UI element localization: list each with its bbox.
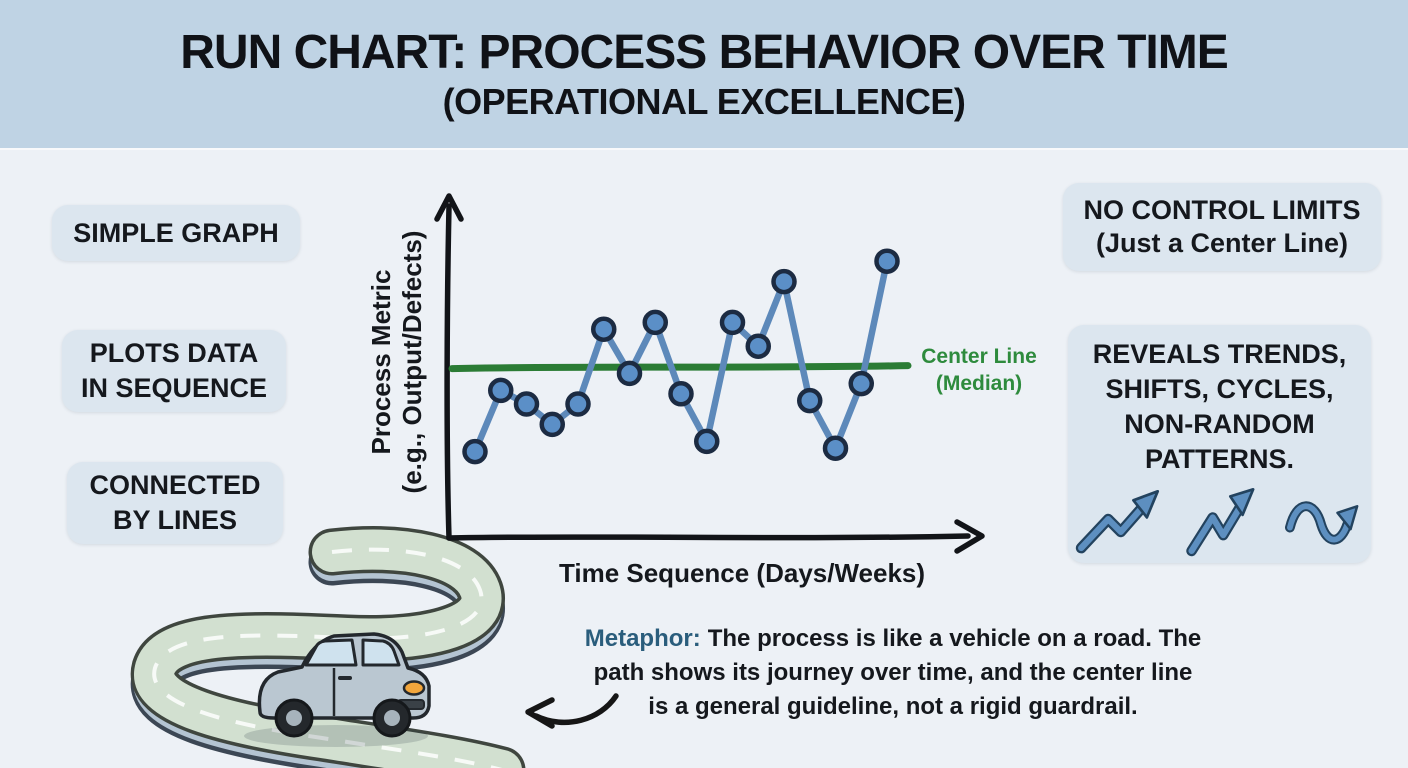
rising-zigzag-arrow-icon (1185, 488, 1254, 557)
x-axis (446, 519, 985, 554)
callout-label: REVEALS TRENDS, SHIFTS, CYCLES, NON-RAND… (1092, 339, 1347, 474)
car-illustration (244, 632, 431, 747)
callout-no-control-limits: NO CONTROL LIMITS (Just a Center Line) (1063, 183, 1381, 271)
data-point (513, 391, 540, 417)
data-point (591, 316, 617, 342)
metaphor-line: is a general guideline, not a rigid guar… (648, 693, 1138, 720)
data-point (874, 248, 900, 274)
y-axis-label: Process Metric (e.g., Output/Defects) (366, 230, 427, 494)
callout-reveals-patterns: REVEALS TRENDS, SHIFTS, CYCLES, NON-RAND… (1068, 325, 1371, 563)
callout-label: PLOTS DATA IN SEQUENCE (80, 338, 268, 403)
data-point (539, 411, 565, 438)
winding-road-illustration (130, 526, 526, 768)
wave-arrow-icon (1284, 501, 1358, 545)
page-title: RUN CHART: PROCESS BEHAVIOR OVER TIME (180, 26, 1229, 79)
callout-label: NO CONTROL LIMITS (Just a Center Line) (1083, 195, 1361, 258)
data-point (719, 309, 746, 336)
center-line-path (448, 362, 912, 373)
center-line (448, 362, 912, 373)
data-point (771, 268, 797, 295)
page-subtitle: (OPERATIONAL EXCELLENCE) (442, 81, 966, 122)
data-point (745, 333, 771, 359)
data-series (462, 248, 900, 465)
y-axis (434, 193, 464, 541)
title-banner: RUN CHART: PROCESS BEHAVIOR OVER TIME (O… (0, 0, 1408, 148)
trend-icons-row (1073, 485, 1367, 557)
data-point (462, 438, 488, 465)
road-dashes (152, 547, 503, 768)
data-point (848, 370, 874, 397)
callout-simple-graph: SIMPLE GRAPH (52, 205, 300, 261)
data-point (565, 391, 591, 417)
data-point (642, 309, 668, 336)
data-point (694, 428, 720, 455)
callout-label: SIMPLE GRAPH (73, 217, 279, 248)
callout-plots-data-in-sequence: PLOTS DATA IN SEQUENCE (62, 330, 286, 412)
metaphor-text: Metaphor: The process is like a vehicle o… (585, 622, 1202, 724)
x-axis-label: Time Sequence (Days/Weeks) (558, 558, 926, 588)
data-line (471, 257, 891, 455)
center-line-label: Center Line (Median) (921, 345, 1037, 395)
data-point (668, 381, 694, 407)
callout-label: CONNECTED BY LINES (89, 470, 261, 535)
metaphor-line: path shows its journey over time, and th… (593, 659, 1193, 686)
rising-zigzag-arrow-icon (1075, 489, 1159, 554)
data-point (797, 387, 823, 414)
data-point (822, 435, 849, 461)
data-point (488, 377, 514, 404)
callout-connected-by-lines: CONNECTED BY LINES (67, 462, 283, 544)
metaphor-line: Metaphor: The process is like a vehicle o… (585, 622, 1202, 656)
data-point (616, 360, 643, 387)
metaphor-label: Metaphor: (584, 625, 701, 652)
metaphor-line-text: The process is like a vehicle on a road.… (707, 625, 1202, 652)
